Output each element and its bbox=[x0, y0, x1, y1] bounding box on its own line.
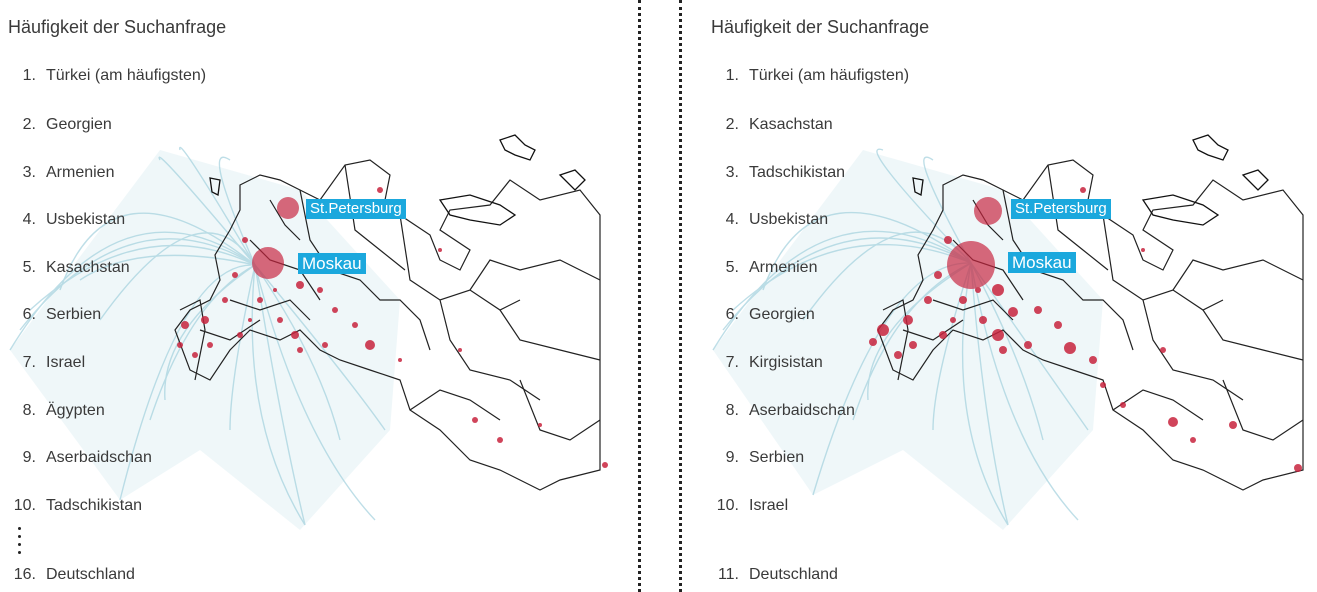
country-name: Israel bbox=[749, 497, 789, 514]
divider bbox=[638, 0, 641, 592]
country-name: Israel bbox=[46, 354, 86, 371]
country-name: Armenien bbox=[46, 164, 115, 181]
country-name: Deutschland bbox=[749, 566, 838, 583]
rank-number: 9. bbox=[725, 449, 739, 466]
list-item: 10. Israel bbox=[703, 497, 923, 515]
country-name: Türkei (am häufigsten) bbox=[749, 67, 910, 84]
country-name: Kasachstan bbox=[749, 116, 833, 133]
list-item: 6. Serbien bbox=[0, 306, 220, 324]
country-name: Aserbaidschan bbox=[749, 402, 855, 419]
rank-number: 6. bbox=[22, 306, 36, 323]
list-item: 3. Tadschikistan bbox=[703, 164, 923, 182]
list-item: 16. Deutschland bbox=[0, 566, 220, 584]
country-name: Türkei (am häufigsten) bbox=[46, 67, 207, 84]
list-item: 6. Georgien bbox=[703, 306, 923, 324]
label-moskau: Moskau bbox=[298, 253, 366, 274]
list-item: 5. Kasachstan bbox=[0, 259, 220, 277]
rank-number: 8. bbox=[725, 402, 739, 419]
rank-number: 3. bbox=[725, 164, 739, 181]
flow-haze bbox=[10, 150, 400, 530]
country-name: Georgien bbox=[46, 116, 112, 133]
country-name: Ägypten bbox=[46, 402, 105, 419]
islands bbox=[912, 134, 1269, 226]
country-name: Deutschland bbox=[46, 566, 135, 583]
list-item: 8. Ägypten bbox=[0, 402, 220, 420]
rank-number: 1. bbox=[725, 67, 739, 84]
rank-number: 6. bbox=[725, 306, 739, 323]
country-name: Serbien bbox=[749, 449, 805, 466]
rank-number: 1. bbox=[22, 67, 36, 84]
list-item: 4. Usbekistan bbox=[0, 211, 220, 229]
list-item: 7. Kirgisistan bbox=[703, 354, 923, 372]
rank-list: 1. Türkei (am häufigsten) 2. Georgien 3. Ar… bbox=[0, 0, 206, 592]
divider bbox=[679, 0, 682, 592]
list-item: 2. Kasachstan bbox=[703, 116, 923, 134]
country-name: Tadschikistan bbox=[749, 164, 846, 181]
country-name: Tadschikistan bbox=[46, 497, 143, 514]
rank-number: 3. bbox=[22, 164, 36, 181]
rank-number: 9. bbox=[22, 449, 36, 466]
list-item: 2. Georgien bbox=[0, 116, 220, 134]
list-item: 11. Deutschland bbox=[703, 566, 923, 584]
city-bubbles bbox=[177, 187, 608, 468]
country-name: Usbekistan bbox=[749, 211, 829, 228]
country-name: Kasachstan bbox=[46, 259, 130, 276]
panel-right: Häufigkeit der Suchanfrage 1. Türkei (am … bbox=[703, 0, 1317, 592]
panel-left: Häufigkeit der Suchanfrage 1. Türkei (am … bbox=[0, 0, 640, 592]
rank-number: 2. bbox=[725, 116, 739, 133]
flow-haze bbox=[713, 150, 1103, 530]
rank-number: 5. bbox=[22, 259, 36, 276]
rank-number: 11. bbox=[717, 566, 739, 583]
list-item: 7. Israel bbox=[0, 354, 220, 372]
rank-number: 4. bbox=[22, 211, 36, 228]
rank-list: 1. Türkei (am häufigsten) 2. Kasachstan 3.… bbox=[703, 0, 909, 592]
rank-number: 5. bbox=[725, 259, 739, 276]
country-name: Kirgisistan bbox=[749, 354, 823, 371]
label-st-petersburg: St.Petersburg bbox=[306, 199, 406, 219]
rank-number: 2. bbox=[22, 116, 36, 133]
rank-number: 16. bbox=[13, 566, 36, 583]
country-name: Aserbaidschan bbox=[46, 449, 152, 466]
panel-title: Häufigkeit der Suchanfrage bbox=[711, 17, 930, 37]
country-name: Usbekistan bbox=[46, 211, 126, 228]
rank-number: 4. bbox=[725, 211, 739, 228]
ellipsis-dots bbox=[18, 527, 24, 563]
rank-number: 10. bbox=[13, 497, 36, 514]
panel-title: Häufigkeit der Suchanfrage bbox=[8, 17, 227, 37]
map-left bbox=[9, 134, 608, 530]
rank-number: 7. bbox=[22, 354, 36, 371]
rank-number: 10. bbox=[716, 497, 739, 514]
list-item: 1. Türkei (am häufigsten) bbox=[703, 67, 923, 85]
list-item: 8. Aserbaidschan bbox=[703, 402, 923, 420]
list-item: 9. Serbien bbox=[703, 449, 923, 467]
list-item: 9. Aserbaidschan bbox=[0, 449, 220, 467]
flow-lines bbox=[9, 146, 386, 526]
list-item: 1. Türkei (am häufigsten) bbox=[0, 67, 220, 85]
rank-number: 7. bbox=[725, 354, 739, 371]
list-item: 4. Usbekistan bbox=[703, 211, 923, 229]
country-name: Georgien bbox=[749, 306, 815, 323]
list-item: 10. Tadschikistan bbox=[0, 497, 220, 515]
list-item: 5. Armenien bbox=[703, 259, 923, 277]
country-name: Serbien bbox=[46, 306, 102, 323]
rank-number: 8. bbox=[22, 402, 36, 419]
list-item: 3. Armenien bbox=[0, 164, 220, 182]
country-name: Armenien bbox=[749, 259, 818, 276]
label-moskau: Moskau bbox=[1008, 252, 1076, 273]
flow-lines bbox=[712, 148, 1089, 526]
islands bbox=[209, 134, 586, 226]
map-right bbox=[712, 134, 1304, 530]
label-st-petersburg: St.Petersburg bbox=[1011, 199, 1111, 219]
